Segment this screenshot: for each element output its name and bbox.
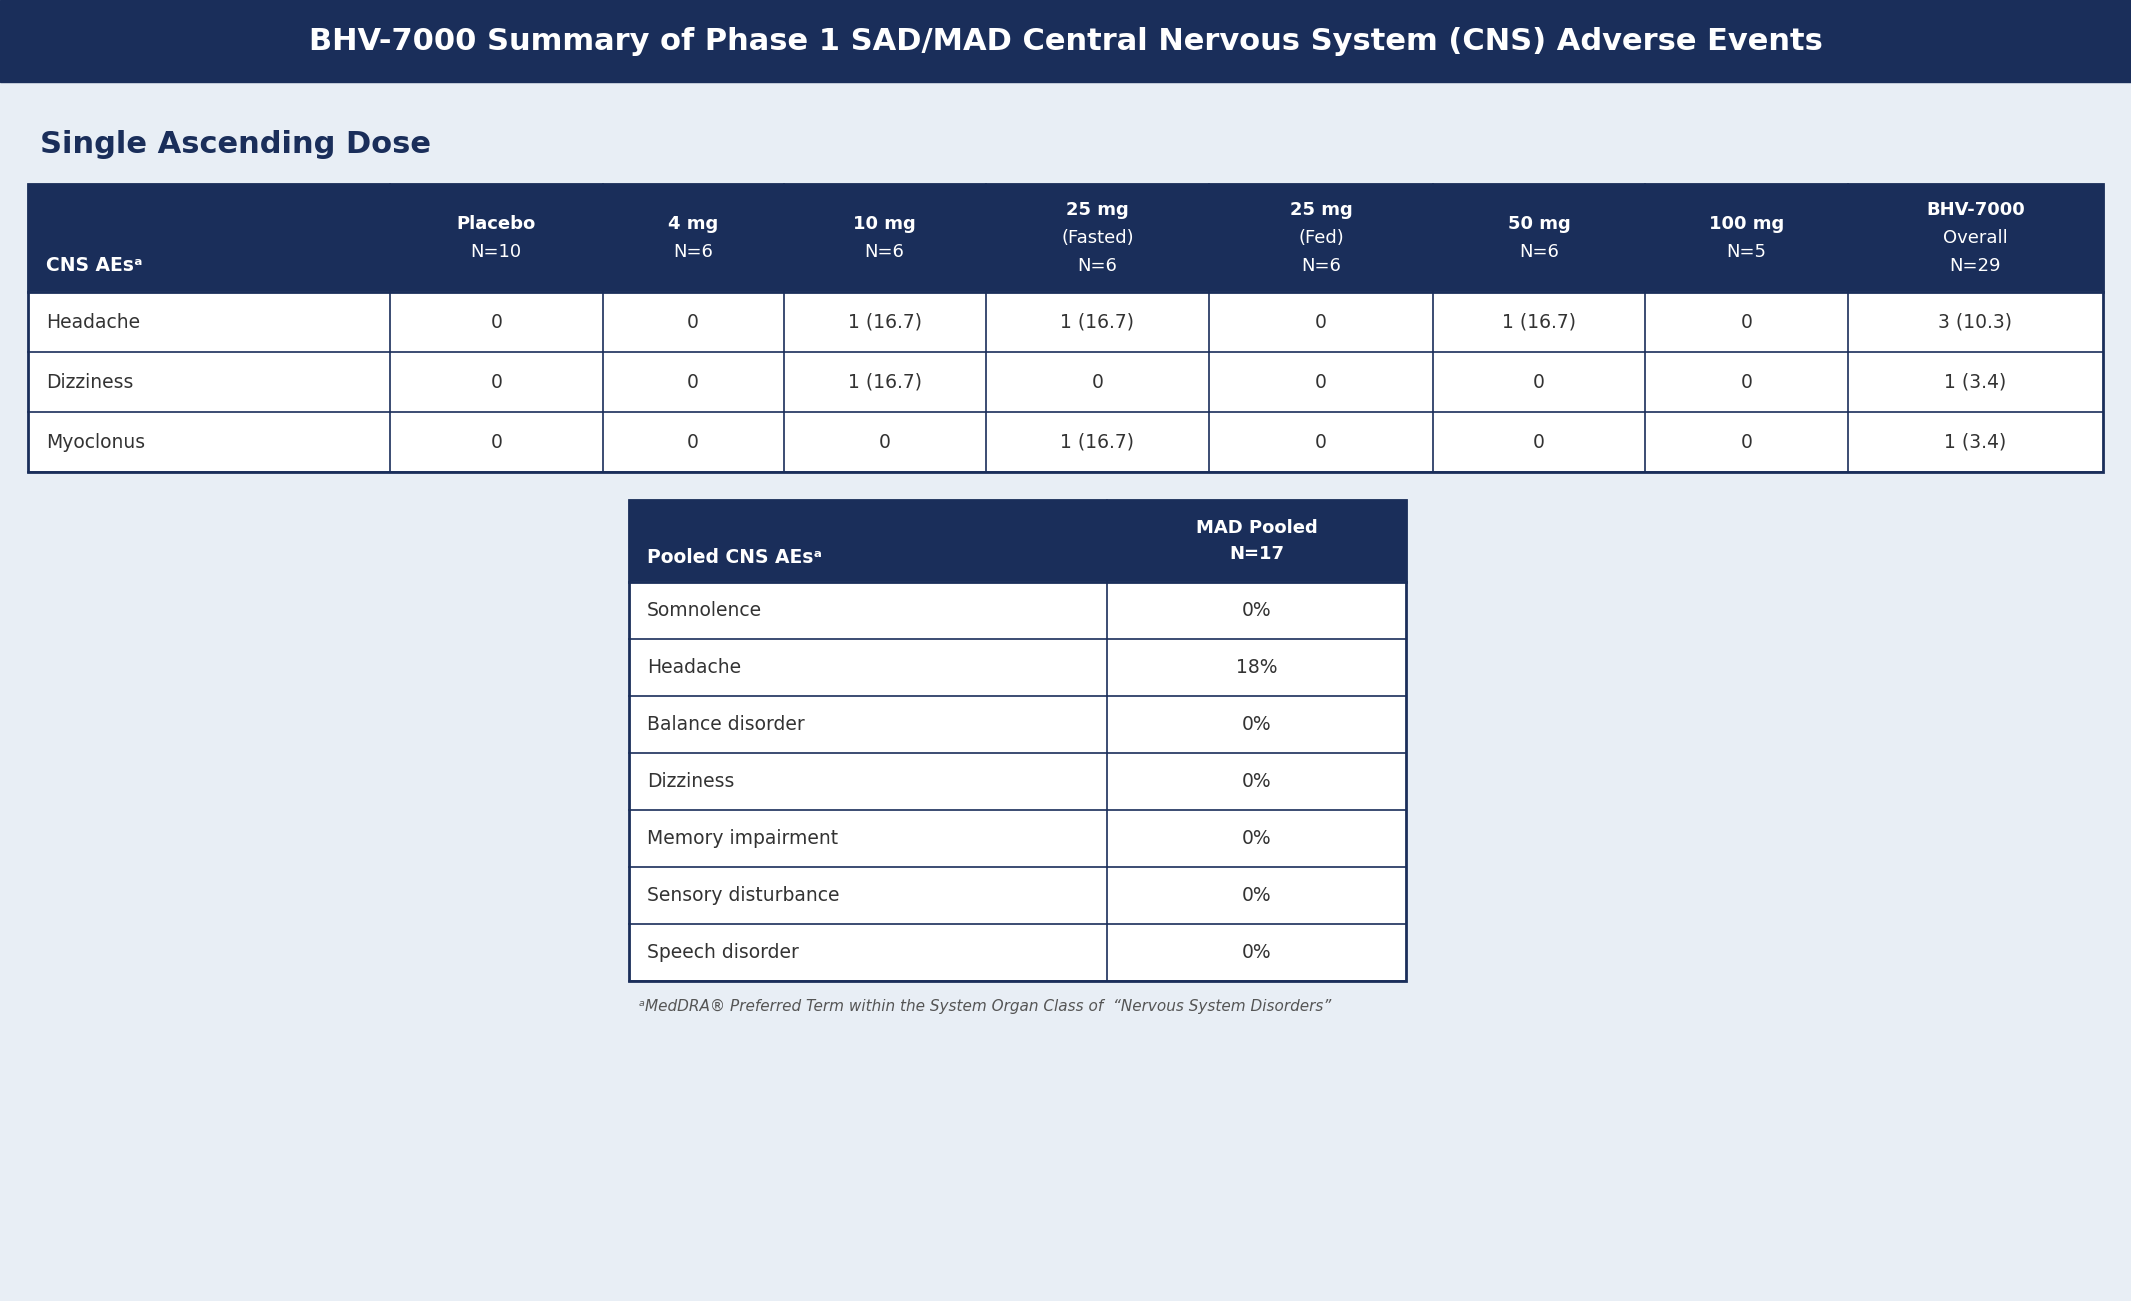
Bar bbox=[0, 0, 2131, 82]
Text: Single Ascending Dose: Single Ascending Dose bbox=[40, 130, 430, 159]
Text: MAD Pooled: MAD Pooled bbox=[1195, 519, 1317, 537]
Text: 0%: 0% bbox=[1242, 716, 1272, 734]
Bar bbox=[28, 353, 2103, 412]
Text: 0: 0 bbox=[1532, 372, 1545, 392]
Text: (Fed): (Fed) bbox=[1298, 229, 1345, 247]
Text: 0: 0 bbox=[1741, 312, 1752, 332]
Text: (Fasted): (Fasted) bbox=[1061, 229, 1134, 247]
Text: N=6: N=6 bbox=[1078, 258, 1117, 275]
Text: 1 (16.7): 1 (16.7) bbox=[1061, 312, 1134, 332]
Bar bbox=[28, 183, 2103, 472]
Text: CNS AEsᵃ: CNS AEsᵃ bbox=[47, 256, 143, 275]
Text: 50 mg: 50 mg bbox=[1507, 215, 1571, 233]
Text: Dizziness: Dizziness bbox=[47, 372, 134, 392]
Text: N=6: N=6 bbox=[1519, 243, 1560, 262]
Bar bbox=[28, 412, 2103, 472]
Text: 0%: 0% bbox=[1242, 886, 1272, 905]
Bar bbox=[629, 811, 1406, 866]
Text: N=6: N=6 bbox=[1300, 258, 1340, 275]
Text: 0: 0 bbox=[686, 432, 699, 451]
Text: Dizziness: Dizziness bbox=[646, 771, 733, 791]
Text: 0: 0 bbox=[1741, 372, 1752, 392]
Bar bbox=[28, 183, 2103, 472]
Text: 10 mg: 10 mg bbox=[852, 215, 916, 233]
Text: 0: 0 bbox=[490, 372, 503, 392]
Text: 1 (16.7): 1 (16.7) bbox=[1502, 312, 1577, 332]
Text: 0: 0 bbox=[1315, 432, 1328, 451]
Text: N=10: N=10 bbox=[471, 243, 522, 262]
Text: 0: 0 bbox=[490, 312, 503, 332]
Text: BHV-7000 Summary of Phase 1 SAD/MAD Central Nervous System (CNS) Adverse Events: BHV-7000 Summary of Phase 1 SAD/MAD Cent… bbox=[309, 26, 1822, 56]
Text: 0: 0 bbox=[1315, 312, 1328, 332]
Text: 1 (16.7): 1 (16.7) bbox=[848, 372, 921, 392]
Text: 0: 0 bbox=[878, 432, 891, 451]
Text: 0%: 0% bbox=[1242, 943, 1272, 961]
Bar bbox=[629, 582, 1406, 639]
Text: 0: 0 bbox=[1741, 432, 1752, 451]
Text: N=17: N=17 bbox=[1230, 545, 1285, 563]
Bar bbox=[28, 183, 2103, 291]
Text: Placebo: Placebo bbox=[456, 215, 535, 233]
Text: BHV-7000: BHV-7000 bbox=[1926, 200, 2024, 219]
Bar bbox=[629, 500, 1406, 981]
Text: 100 mg: 100 mg bbox=[1709, 215, 1784, 233]
Text: 0: 0 bbox=[1091, 372, 1104, 392]
Text: 1 (16.7): 1 (16.7) bbox=[1061, 432, 1134, 451]
Text: 25 mg: 25 mg bbox=[1066, 200, 1129, 219]
Bar bbox=[629, 753, 1406, 811]
Text: ᵃMedDRA® Preferred Term within the System Organ Class of  “Nervous System Disord: ᵃMedDRA® Preferred Term within the Syste… bbox=[639, 999, 1332, 1013]
Text: 4 mg: 4 mg bbox=[667, 215, 718, 233]
Text: N=6: N=6 bbox=[865, 243, 904, 262]
Bar bbox=[28, 291, 2103, 353]
Text: Headache: Headache bbox=[47, 312, 141, 332]
Text: Sensory disturbance: Sensory disturbance bbox=[646, 886, 840, 905]
Bar bbox=[629, 924, 1406, 981]
Text: 0%: 0% bbox=[1242, 829, 1272, 848]
Bar bbox=[629, 500, 1406, 582]
Text: 3 (10.3): 3 (10.3) bbox=[1939, 312, 2012, 332]
Text: Balance disorder: Balance disorder bbox=[646, 716, 803, 734]
Text: 25 mg: 25 mg bbox=[1289, 200, 1353, 219]
Text: N=5: N=5 bbox=[1726, 243, 1767, 262]
Text: 0%: 0% bbox=[1242, 601, 1272, 621]
Text: 0%: 0% bbox=[1242, 771, 1272, 791]
Text: Memory impairment: Memory impairment bbox=[646, 829, 837, 848]
Bar bbox=[629, 639, 1406, 696]
Text: Somnolence: Somnolence bbox=[646, 601, 761, 621]
Bar bbox=[629, 696, 1406, 753]
Text: 18%: 18% bbox=[1236, 658, 1279, 677]
Text: Speech disorder: Speech disorder bbox=[646, 943, 799, 961]
Bar bbox=[629, 866, 1406, 924]
Text: 0: 0 bbox=[686, 372, 699, 392]
Text: Myoclonus: Myoclonus bbox=[47, 432, 145, 451]
Text: 0: 0 bbox=[490, 432, 503, 451]
Text: Overall: Overall bbox=[1943, 229, 2007, 247]
Text: 1 (3.4): 1 (3.4) bbox=[1943, 432, 2007, 451]
Text: N=6: N=6 bbox=[673, 243, 714, 262]
Text: Headache: Headache bbox=[646, 658, 742, 677]
Text: 1 (16.7): 1 (16.7) bbox=[848, 312, 921, 332]
Text: 0: 0 bbox=[1532, 432, 1545, 451]
Text: 0: 0 bbox=[686, 312, 699, 332]
Text: N=29: N=29 bbox=[1950, 258, 2001, 275]
Bar bbox=[629, 500, 1406, 981]
Text: 0: 0 bbox=[1315, 372, 1328, 392]
Text: 1 (3.4): 1 (3.4) bbox=[1943, 372, 2007, 392]
Text: Pooled CNS AEsᵃ: Pooled CNS AEsᵃ bbox=[646, 548, 823, 567]
